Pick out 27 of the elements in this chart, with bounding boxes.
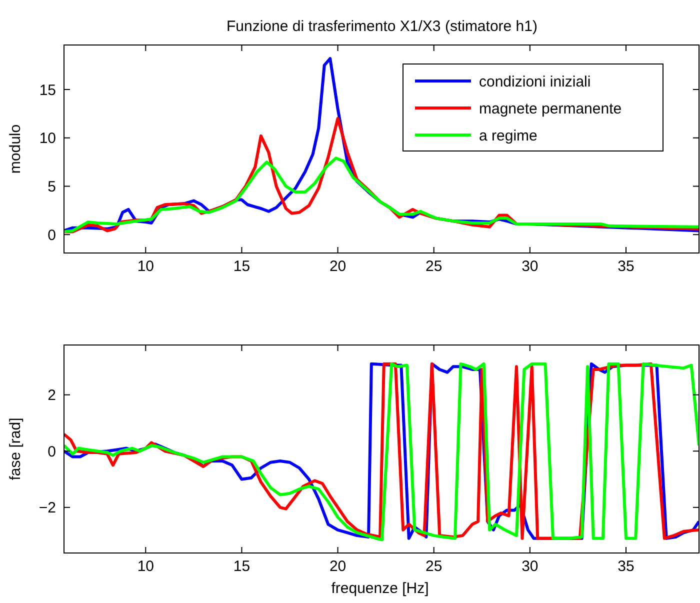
y-tick-label: 0: [48, 226, 56, 244]
x-tick-label: 15: [233, 558, 250, 575]
x-tick-label: 10: [137, 558, 154, 575]
y-axis-title: fase [rad]: [7, 418, 24, 480]
y-tick-label: 15: [39, 82, 56, 99]
y-tick-label: 5: [48, 178, 56, 196]
x-tick-label: 30: [522, 558, 538, 575]
legend-label: a regime: [479, 127, 538, 144]
y-axis-title: modulo: [7, 124, 24, 174]
legend-label: magnete permanente: [479, 100, 622, 118]
x-tick-label: 20: [329, 258, 346, 275]
x-tick-label: 30: [522, 258, 538, 275]
x-tick-label: 20: [329, 558, 346, 575]
x-tick-label: 25: [426, 558, 442, 575]
legend-label: condizioni iniziali: [479, 73, 591, 90]
x-tick-label: 15: [233, 258, 250, 275]
y-tick-label: 10: [39, 130, 56, 148]
x-axis-title: frequenze [Hz]: [331, 580, 429, 597]
chart-title: Funzione di trasferimento X1/X3 (stimatore h1): [226, 18, 538, 35]
x-tick-label: 35: [618, 558, 634, 575]
x-tick-label: 10: [137, 258, 154, 275]
y-tick-label: 0: [48, 443, 56, 460]
line-series: [64, 156, 699, 234]
y-tick-label: −2: [38, 500, 56, 517]
x-tick-label: 35: [618, 258, 634, 275]
x-tick-label: 25: [426, 258, 442, 275]
y-tick-label: 2: [48, 387, 56, 404]
